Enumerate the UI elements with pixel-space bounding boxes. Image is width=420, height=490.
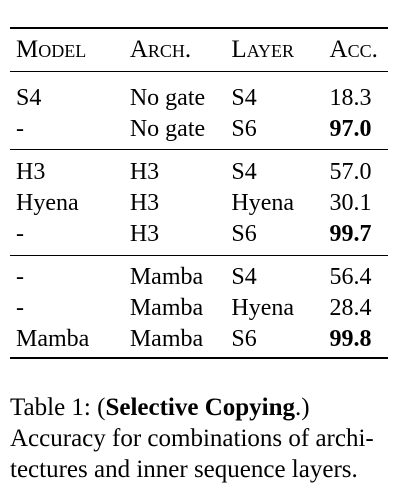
cell-arch: No gate (129, 85, 206, 111)
cell-model: S4 (16, 85, 42, 111)
cell-model: - (16, 221, 24, 247)
header-rule (10, 71, 388, 72)
cell-model: - (16, 295, 24, 321)
group-rule-1 (10, 149, 388, 150)
header-acc: Acc. (329, 36, 378, 63)
table-row: Hyena H3 Hyena 30.1 (10, 188, 388, 219)
caption-title-suffix: .) (295, 394, 310, 421)
cell-model: - (16, 264, 24, 290)
cell-arch: No gate (129, 116, 206, 142)
cell-layer: Hyena (231, 190, 295, 216)
cell-arch: Mamba (129, 295, 204, 321)
table-row: Mamba Mamba S6 99.8 (10, 324, 388, 355)
table-row: - Mamba S4 56.4 (10, 250, 388, 293)
bottom-rule (10, 357, 388, 359)
cell-layer: S4 (231, 159, 257, 185)
cell-acc-best: 99.8 (329, 326, 372, 352)
cell-acc-best: 97.0 (329, 116, 372, 142)
cell-acc: 28.4 (329, 295, 372, 321)
cell-model: Mamba (16, 326, 90, 352)
group-rule-2 (10, 255, 388, 256)
cell-model: - (16, 116, 24, 142)
cell-layer: S6 (231, 221, 257, 247)
cell-model: H3 (16, 159, 46, 185)
cell-arch: Mamba (129, 326, 204, 352)
header-arch: Arch. (129, 36, 192, 63)
header-row: Model Arch. Layer Acc. (10, 29, 388, 71)
cell-arch: H3 (129, 221, 160, 247)
cell-layer: S6 (231, 116, 257, 142)
table-row: S4 No gate S4 18.3 (10, 71, 388, 114)
cell-layer: S4 (231, 85, 257, 111)
cell-layer: S4 (231, 264, 257, 290)
cell-layer: Hyena (231, 295, 295, 321)
table-row: - Mamba Hyena 28.4 (10, 293, 388, 324)
caption-text: Accuracy for combinations of archi-tectu… (10, 425, 374, 483)
table-row: H3 H3 S4 57.0 (10, 145, 388, 188)
cell-layer: S6 (231, 326, 257, 352)
results-table: Model Arch. Layer Acc. S4 No gate S4 18.… (10, 29, 388, 355)
cell-acc: 57.0 (329, 159, 372, 185)
table-caption: Table 1: (Selective Copying.) Accuracy f… (10, 392, 410, 485)
cell-acc: 30.1 (329, 190, 372, 216)
header-layer: Layer (231, 36, 295, 63)
header-model: Model (16, 36, 87, 63)
cell-model: Hyena (16, 190, 79, 216)
top-rule (10, 27, 388, 29)
cell-acc-best: 99.7 (329, 221, 372, 247)
cell-acc: 18.3 (329, 85, 372, 111)
cell-acc: 56.4 (329, 264, 372, 290)
caption-title: Selective Copying (105, 394, 296, 421)
table-row: - H3 S6 99.7 (10, 219, 388, 250)
table-row: - No gate S6 97.0 (10, 114, 388, 145)
cell-arch: H3 (129, 159, 160, 185)
caption-prefix: Table 1: ( (10, 394, 106, 421)
cell-arch: H3 (129, 190, 160, 216)
cell-arch: Mamba (129, 264, 204, 290)
